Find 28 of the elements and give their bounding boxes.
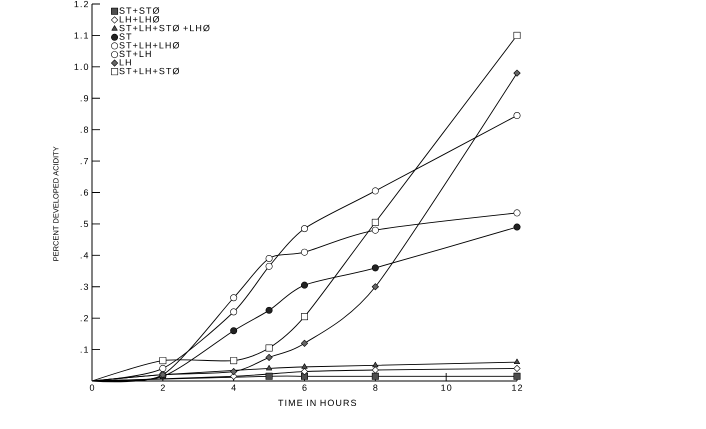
y-tick-label: .5 (80, 220, 88, 228)
x-tick-label: 6 (302, 384, 307, 391)
y-tick-label: .7 (80, 158, 88, 164)
x-tick-label: 10 (441, 384, 452, 391)
y-tick-label: .9 (80, 95, 88, 102)
y-tick-label: .6 (80, 189, 88, 196)
legend-label: LH (120, 59, 131, 66)
legend-label: LH+LHØ (120, 16, 160, 23)
legend-label: ST+LH+STØ (119, 68, 180, 74)
x-tick-label: 12 (512, 384, 522, 391)
y-tick-label: 1.0 (74, 64, 88, 70)
legend-label: ST+LH+LHØ (119, 42, 180, 49)
legend-label: ST+LH+STØ +LHØ (119, 24, 210, 32)
y-tick-label: .8 (80, 126, 88, 133)
legend-label: ST (119, 33, 132, 40)
y-tick-label: .1 (80, 346, 88, 353)
x-tick-label: 0 (90, 384, 94, 391)
x-tick-label: 2 (160, 384, 165, 391)
x-axis-title: TIME IN HOURS (278, 400, 356, 406)
legend-label: ST+STØ (119, 7, 160, 14)
y-tick-label: 1.1 (74, 32, 88, 38)
y-tick-label: .4 (80, 252, 88, 258)
x-tick-label: 8 (373, 384, 378, 391)
legend-label: ST+LH (119, 50, 151, 58)
y-tick-label: 1.2 (74, 0, 88, 8)
y-tick-label: .3 (80, 284, 88, 290)
y-tick-label: .2 (80, 315, 88, 322)
x-tick-label: 4 (231, 384, 236, 391)
